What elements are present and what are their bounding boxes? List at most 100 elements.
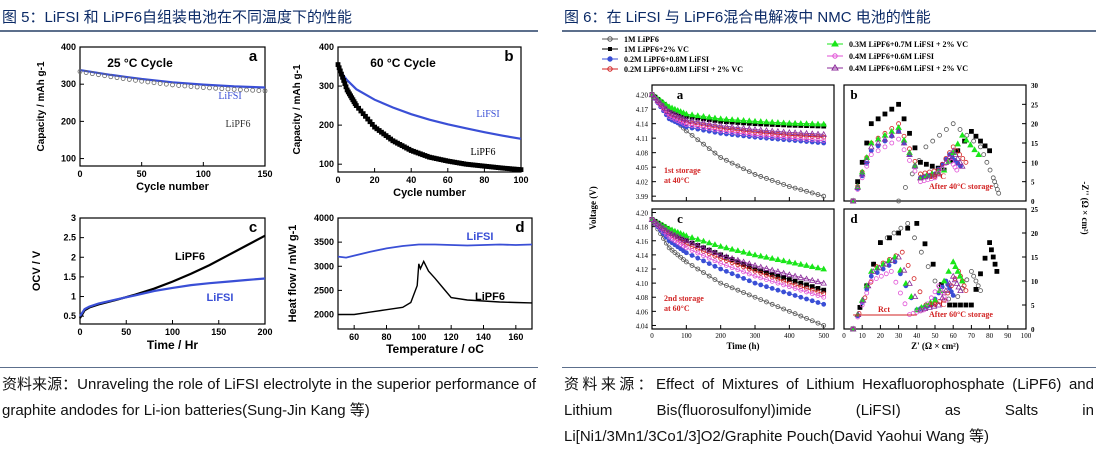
series-marker — [909, 171, 915, 177]
series-marker — [781, 182, 787, 187]
series-marker — [735, 287, 741, 293]
series-marker — [864, 140, 870, 146]
series-marker — [989, 247, 994, 253]
legend-lifsi: LiFSI — [207, 292, 234, 304]
series-marker — [963, 302, 969, 308]
series-lipf6-marker — [133, 77, 138, 83]
series-marker — [952, 151, 959, 157]
x-tick-label: 100 — [513, 175, 528, 185]
series-lipf6-marker — [170, 82, 175, 88]
series-marker — [882, 144, 888, 150]
series-marker — [993, 183, 999, 188]
series-marker — [661, 228, 666, 234]
x-tick-label: 150 — [257, 169, 272, 179]
series-marker — [668, 109, 676, 116]
series-marker — [752, 132, 758, 138]
series-marker — [798, 313, 804, 319]
series-marker — [780, 119, 787, 126]
series-marker — [735, 130, 741, 136]
x-tick-label: 100 — [411, 332, 426, 342]
annotation: After 60°C storage — [929, 310, 993, 319]
series-marker — [917, 174, 924, 181]
series-marker — [809, 190, 815, 196]
series-marker — [792, 311, 798, 317]
series-marker — [791, 119, 799, 126]
series-marker — [729, 127, 735, 133]
series-marker — [888, 131, 896, 138]
series-marker — [694, 242, 702, 248]
series-marker — [757, 252, 765, 259]
series-marker — [757, 126, 765, 133]
series-marker — [971, 273, 977, 279]
x-axis-label: Z' (Ω × cm²) — [911, 341, 959, 351]
series-marker — [669, 247, 675, 253]
series-line — [651, 219, 824, 326]
series-lipf6-marker — [120, 76, 126, 81]
y-tick-label: 3000 — [314, 261, 334, 271]
series-marker — [694, 235, 702, 242]
series-lipf6-marker — [114, 75, 120, 81]
series-marker — [764, 284, 769, 290]
series-marker — [957, 287, 964, 293]
x-tick-label: 140 — [476, 332, 491, 342]
series-marker — [706, 146, 712, 152]
series-marker — [968, 129, 974, 134]
x-tick-label: 40 — [406, 175, 416, 185]
legend-lifsi: LiFSI — [218, 91, 241, 102]
series-marker — [868, 273, 874, 279]
series-marker — [798, 280, 804, 286]
series-marker — [943, 127, 949, 132]
series-marker — [764, 133, 769, 139]
series-marker — [786, 184, 792, 189]
series-lipf6-marker — [96, 72, 101, 78]
x-tick-label: 120 — [444, 332, 459, 342]
series-marker — [775, 287, 781, 293]
series-marker — [746, 271, 752, 277]
series-marker — [786, 258, 793, 265]
series-marker — [929, 163, 935, 169]
series-marker — [868, 121, 874, 127]
legend-marker — [607, 36, 613, 42]
y-tick-label: 2 — [71, 252, 76, 262]
series-marker — [896, 230, 902, 236]
x-tick-label: 30 — [895, 332, 903, 340]
series-marker — [764, 130, 769, 136]
series-marker — [706, 273, 712, 279]
series-marker — [769, 134, 775, 140]
y-axis-label: Capacity / mAh g-1 — [36, 61, 47, 151]
series-marker — [758, 133, 764, 139]
series-marker — [821, 193, 827, 199]
y-tick-label: 4.06 — [636, 308, 649, 316]
series-marker — [907, 130, 912, 136]
panel-letter: d — [850, 211, 858, 226]
series-marker — [888, 257, 896, 263]
series-marker — [918, 249, 924, 255]
y-tick-label: 15 — [1031, 254, 1039, 262]
legend-label: 1M LiPF6+2% VC — [624, 45, 689, 54]
series-marker — [930, 261, 936, 267]
legend-label: 0.2M LiPF6+0.8M LiFSI — [624, 55, 709, 64]
series-marker — [821, 287, 827, 293]
x-tick-label: 400 — [784, 332, 795, 340]
series-marker — [946, 153, 953, 159]
series-marker — [930, 302, 938, 309]
series-marker — [734, 124, 742, 130]
series-marker — [763, 127, 770, 133]
series-marker — [752, 273, 758, 279]
series-marker — [712, 150, 718, 156]
series-marker — [752, 172, 758, 177]
series-marker — [654, 96, 662, 103]
rct-label: Rct — [878, 305, 890, 314]
y-tick-label: 200 — [61, 116, 76, 126]
series-marker — [949, 272, 957, 279]
series-marker — [917, 306, 924, 313]
series-marker — [930, 138, 936, 144]
series-marker — [728, 123, 736, 130]
chart-title: 25 °C Cycle — [107, 56, 173, 70]
series-marker — [781, 135, 787, 141]
series-marker — [923, 144, 929, 150]
series-marker — [671, 231, 679, 238]
panel-letter: c — [249, 219, 257, 236]
series-marker — [930, 171, 938, 178]
